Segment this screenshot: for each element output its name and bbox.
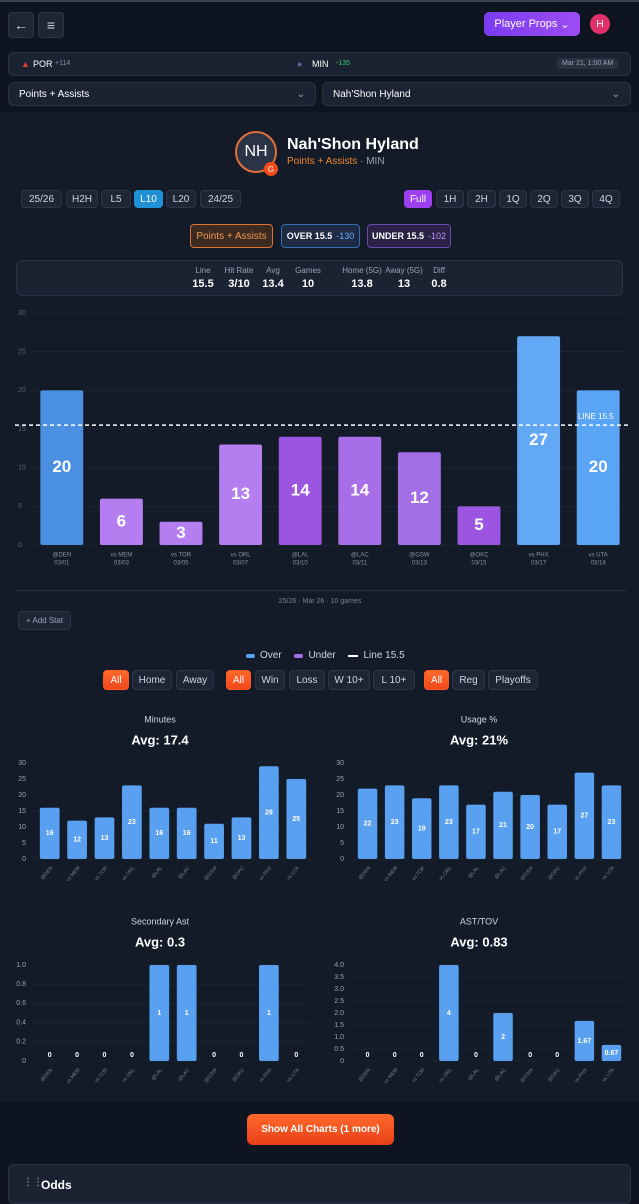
game-time: Mar 21, 1:00 AM — [557, 58, 619, 69]
stat-value: 0.8 — [431, 278, 447, 290]
stat-label: Home (5G) — [342, 266, 382, 275]
filter[interactable]: Win — [255, 670, 285, 690]
home-team: MIN — [312, 59, 329, 69]
stats-box — [16, 260, 623, 296]
filter[interactable]: Away — [176, 670, 214, 690]
stat-value: 13.8 — [351, 278, 373, 290]
selector-label: Nah'Shon Hyland — [333, 89, 411, 100]
chevron: ⌄ — [611, 89, 620, 100]
add-stat-button[interactable]: + Add Stat — [18, 611, 71, 630]
stat-value: 3/10 — [228, 278, 250, 290]
over-label: OVER 15.5 — [286, 231, 333, 241]
stat-value: 10 — [301, 278, 315, 290]
range-tab[interactable]: L5 — [101, 190, 131, 208]
stat-selector[interactable]: Points + Assists ⌄ — [8, 82, 316, 106]
stat-value: 15.5 — [192, 278, 214, 290]
player-props-button[interactable]: Player Props ⌄ — [484, 12, 580, 36]
player-name: Nah'Shon Hyland — [287, 136, 419, 153]
legend-label: Line 15.5 — [363, 650, 405, 661]
stat-label: Line — [195, 266, 211, 275]
legend-swatch — [246, 653, 255, 658]
team-icon: ● — [297, 59, 303, 69]
legend-swatch — [348, 654, 359, 657]
team-icon: ▲ — [21, 59, 30, 69]
legend: Over Under Line 15.5 — [246, 650, 405, 661]
under-pill[interactable]: UNDER 15.5 -102 — [367, 224, 451, 248]
stat-label: Avg — [266, 266, 280, 275]
stat-pill[interactable]: Points + Assists — [190, 224, 273, 248]
range-tab[interactable]: H2H — [66, 190, 98, 208]
stat-name: Points + Assists — [287, 156, 358, 167]
filter[interactable]: L 10+ — [373, 670, 415, 690]
top-border — [0, 0, 639, 2]
stat-value: 13.4 — [262, 278, 284, 290]
legend-label: Over — [260, 650, 282, 661]
odds-section[interactable]: ⋮⋮ Odds — [8, 1164, 631, 1204]
range-tab[interactable]: 24/25 — [200, 190, 241, 208]
show-all-button[interactable]: Show All Charts (1 more) — [247, 1114, 394, 1145]
avatar[interactable]: H — [590, 14, 610, 34]
filter[interactable]: All — [103, 670, 129, 690]
filter[interactable]: Playoffs — [488, 670, 538, 690]
period-tab[interactable]: 3Q — [561, 190, 589, 208]
stat-label: Hit Rate — [224, 266, 254, 275]
over-pill[interactable]: OVER 15.5 -130 — [281, 224, 360, 248]
player-sub: Points + Assists · MIN — [287, 156, 385, 167]
away-team: POR — [33, 59, 53, 69]
filter[interactable]: Home — [132, 670, 172, 690]
filter[interactable]: All — [226, 670, 251, 690]
period-tab[interactable]: 1Q — [499, 190, 527, 208]
home-odds: -135 — [336, 60, 351, 67]
stat-label: Away (5G) — [385, 266, 423, 275]
legend-label: Under — [308, 650, 336, 661]
stat-label: Games — [295, 266, 321, 275]
filter[interactable]: Loss — [289, 670, 325, 690]
odds-title: Odds — [41, 1178, 72, 1192]
drag-handle: ⋮⋮ — [23, 1177, 43, 1188]
range-tab[interactable]: L20 — [166, 190, 196, 208]
under-odds: -102 — [428, 231, 447, 241]
period-tab[interactable]: 1H — [436, 190, 464, 208]
range-tab[interactable]: L10 — [134, 190, 163, 208]
over-odds: -130 — [336, 231, 355, 241]
filter[interactable]: W 10+ — [328, 670, 370, 690]
period-tab[interactable]: Full — [404, 190, 432, 208]
stat-value: 13 — [397, 278, 411, 290]
stat-label: Diff — [433, 266, 445, 275]
player-selector[interactable]: Nah'Shon Hyland ⌄ — [322, 82, 631, 106]
timeline-caption: 25/26 · Mar 26 · 10 games — [278, 598, 362, 605]
under-label: UNDER 15.5 — [371, 231, 424, 241]
game-bar[interactable]: ▲ POR +114 ● MIN -135 Mar 21, 1:00 AM — [8, 52, 631, 76]
filter[interactable]: All — [424, 670, 449, 690]
filter[interactable]: Reg — [452, 670, 485, 690]
period-tab[interactable]: 4Q — [592, 190, 620, 208]
timeline-track — [16, 590, 626, 591]
legend-swatch — [294, 653, 304, 658]
period-tab[interactable]: 2Q — [530, 190, 558, 208]
selector-label: Points + Assists — [19, 89, 90, 100]
menu-button[interactable]: ≡ — [38, 12, 64, 38]
back-button[interactable]: ← — [8, 12, 34, 38]
separator: · — [360, 156, 364, 167]
team: MIN — [366, 156, 385, 167]
away-odds: +114 — [55, 60, 71, 67]
button-label: Player Props — [494, 18, 558, 30]
position-badge: G — [264, 162, 278, 176]
chevron: ⌄ — [296, 89, 305, 100]
range-tab[interactable]: 25/26 — [21, 190, 62, 208]
period-tab[interactable]: 2H — [467, 190, 496, 208]
